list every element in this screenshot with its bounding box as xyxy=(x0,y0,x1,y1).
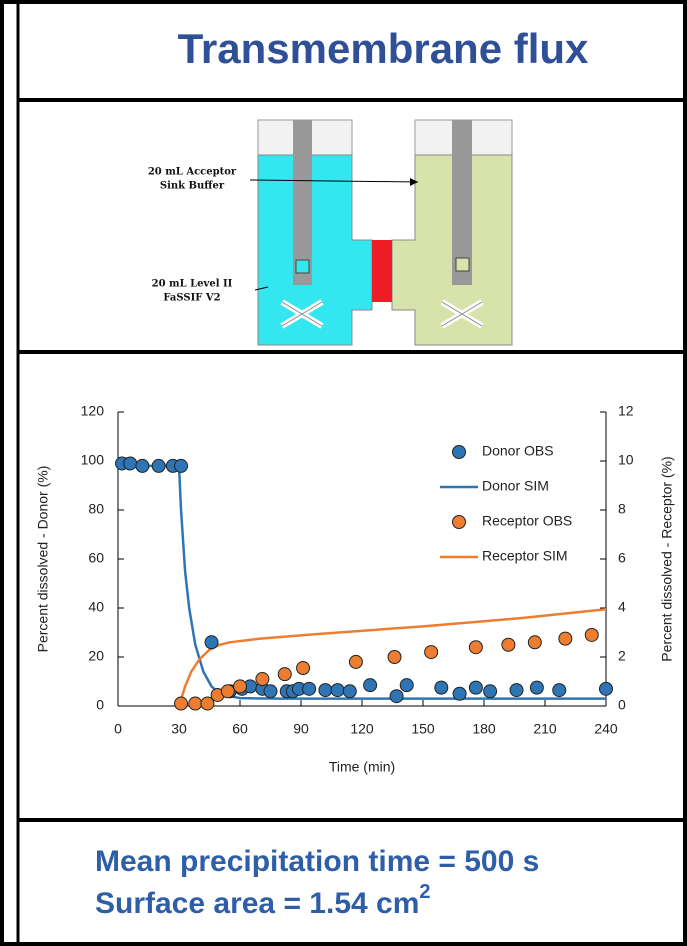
data-point xyxy=(330,683,345,698)
y-tick-label: 40 xyxy=(88,599,104,615)
data-point xyxy=(348,654,363,669)
data-point xyxy=(296,661,311,676)
title: Transmembrane flux xyxy=(178,25,589,72)
x-tick-label: 30 xyxy=(171,721,187,737)
footer-text: Surface area = 1.54 cm xyxy=(95,887,419,920)
data-point xyxy=(277,667,292,682)
y2-tick-label: 10 xyxy=(618,452,634,468)
data-point xyxy=(483,684,498,699)
data-point xyxy=(302,681,317,696)
data-point xyxy=(135,458,150,473)
line xyxy=(177,607,607,707)
donor-vessel xyxy=(257,154,373,346)
y2-tick-label: 8 xyxy=(618,501,626,517)
x-tick-label: 120 xyxy=(350,721,374,737)
data-point xyxy=(558,631,573,646)
data-point xyxy=(468,640,483,655)
data-point xyxy=(527,635,542,650)
y2-tick-label: 0 xyxy=(618,697,626,713)
legend-label: Receptor OBS xyxy=(482,513,572,529)
data-point xyxy=(174,458,189,473)
y2-tick-label: 6 xyxy=(618,550,626,566)
data-point xyxy=(151,458,166,473)
probe-window xyxy=(295,259,310,274)
data-point xyxy=(204,635,219,650)
arrow xyxy=(254,286,269,291)
x-tick-label: 150 xyxy=(411,721,435,737)
y-tick-label: 0 xyxy=(96,697,104,713)
data-point xyxy=(599,681,613,696)
data-point xyxy=(552,683,567,698)
data-point xyxy=(174,696,189,711)
data-point xyxy=(255,672,270,687)
x-tick-label: 210 xyxy=(533,721,557,737)
line xyxy=(118,464,606,700)
x-axis-label: Time (min) xyxy=(329,759,395,775)
y2-tick-label: 12 xyxy=(618,403,634,419)
data-point xyxy=(200,696,215,711)
probe xyxy=(452,120,472,285)
diagram-label: Sink Buffer xyxy=(160,181,225,192)
data-point xyxy=(318,683,333,698)
diagram-label: 20 mL Level II xyxy=(152,279,233,290)
probe-window xyxy=(455,257,470,272)
y2-tick-label: 2 xyxy=(618,648,626,664)
data-point xyxy=(233,679,247,694)
y2-axis-label: Percent dissolved - Receptor (%) xyxy=(659,456,675,661)
y-axis-label: Percent dissolved - Donor (%) xyxy=(35,466,51,653)
data-point xyxy=(387,650,402,664)
y-tick-label: 60 xyxy=(88,550,104,566)
footer-text: Surface area = 1.54 cm2 xyxy=(95,881,431,920)
legend-label: Receptor SIM xyxy=(482,548,568,564)
arrow xyxy=(249,179,419,183)
probe xyxy=(293,120,312,285)
x-tick-label: 90 xyxy=(293,721,309,737)
legend-swatch xyxy=(452,515,466,529)
x-tick-label: 0 xyxy=(114,721,122,737)
y-tick-label: 20 xyxy=(88,648,104,664)
arrow-head xyxy=(410,178,418,186)
data-point xyxy=(452,686,467,701)
y-tick-label: 100 xyxy=(81,452,105,468)
legend-label: Donor SIM xyxy=(482,478,549,494)
x-tick-label: 60 xyxy=(232,721,248,737)
membrane xyxy=(372,240,392,302)
data-point xyxy=(584,627,599,642)
data-point xyxy=(342,684,357,699)
footer-text: Mean precipitation time = 500 s xyxy=(95,845,539,878)
data-point xyxy=(468,680,483,695)
y2-tick-label: 4 xyxy=(618,599,626,615)
chart: Time (min) Percent dissolved - Donor (%)… xyxy=(35,403,675,775)
data-point xyxy=(389,689,404,704)
diagram-label: FaSSIF V2 xyxy=(163,293,220,304)
x-tick-label: 180 xyxy=(472,721,496,737)
data-point xyxy=(509,683,524,698)
superscript: 2 xyxy=(419,881,430,903)
stirrer xyxy=(281,301,323,327)
data-point xyxy=(399,678,414,693)
data-point xyxy=(188,696,203,711)
data-point xyxy=(263,684,278,699)
data-point xyxy=(529,680,544,695)
y-tick-label: 80 xyxy=(88,501,104,517)
data-point xyxy=(220,684,235,699)
data-point xyxy=(363,678,378,693)
diagram-label: 20 mL Acceptor xyxy=(148,167,237,178)
diagram: 20 mL Acceptor Sink Buffer 20 mL Level I… xyxy=(148,119,513,346)
x-tick-label: 240 xyxy=(594,721,618,737)
legend-swatch xyxy=(452,445,466,459)
data-point xyxy=(424,645,439,660)
legend-label: Donor OBS xyxy=(482,443,554,459)
data-point xyxy=(123,456,138,471)
stirrer xyxy=(441,301,483,327)
data-point xyxy=(434,680,449,695)
data-point xyxy=(501,637,516,652)
y-tick-label: 120 xyxy=(81,403,105,419)
